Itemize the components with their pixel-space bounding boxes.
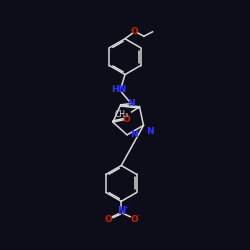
Text: O: O (130, 27, 138, 36)
Text: O: O (123, 115, 130, 124)
Text: N: N (146, 127, 154, 136)
Text: O: O (105, 215, 113, 224)
Text: HN: HN (111, 86, 126, 94)
Text: N: N (127, 99, 134, 108)
Text: +: + (123, 205, 128, 210)
Text: CH₃: CH₃ (114, 110, 128, 120)
Text: N: N (130, 130, 138, 139)
Text: ·: · (137, 211, 140, 221)
Text: N: N (117, 206, 125, 216)
Text: O: O (130, 215, 138, 224)
